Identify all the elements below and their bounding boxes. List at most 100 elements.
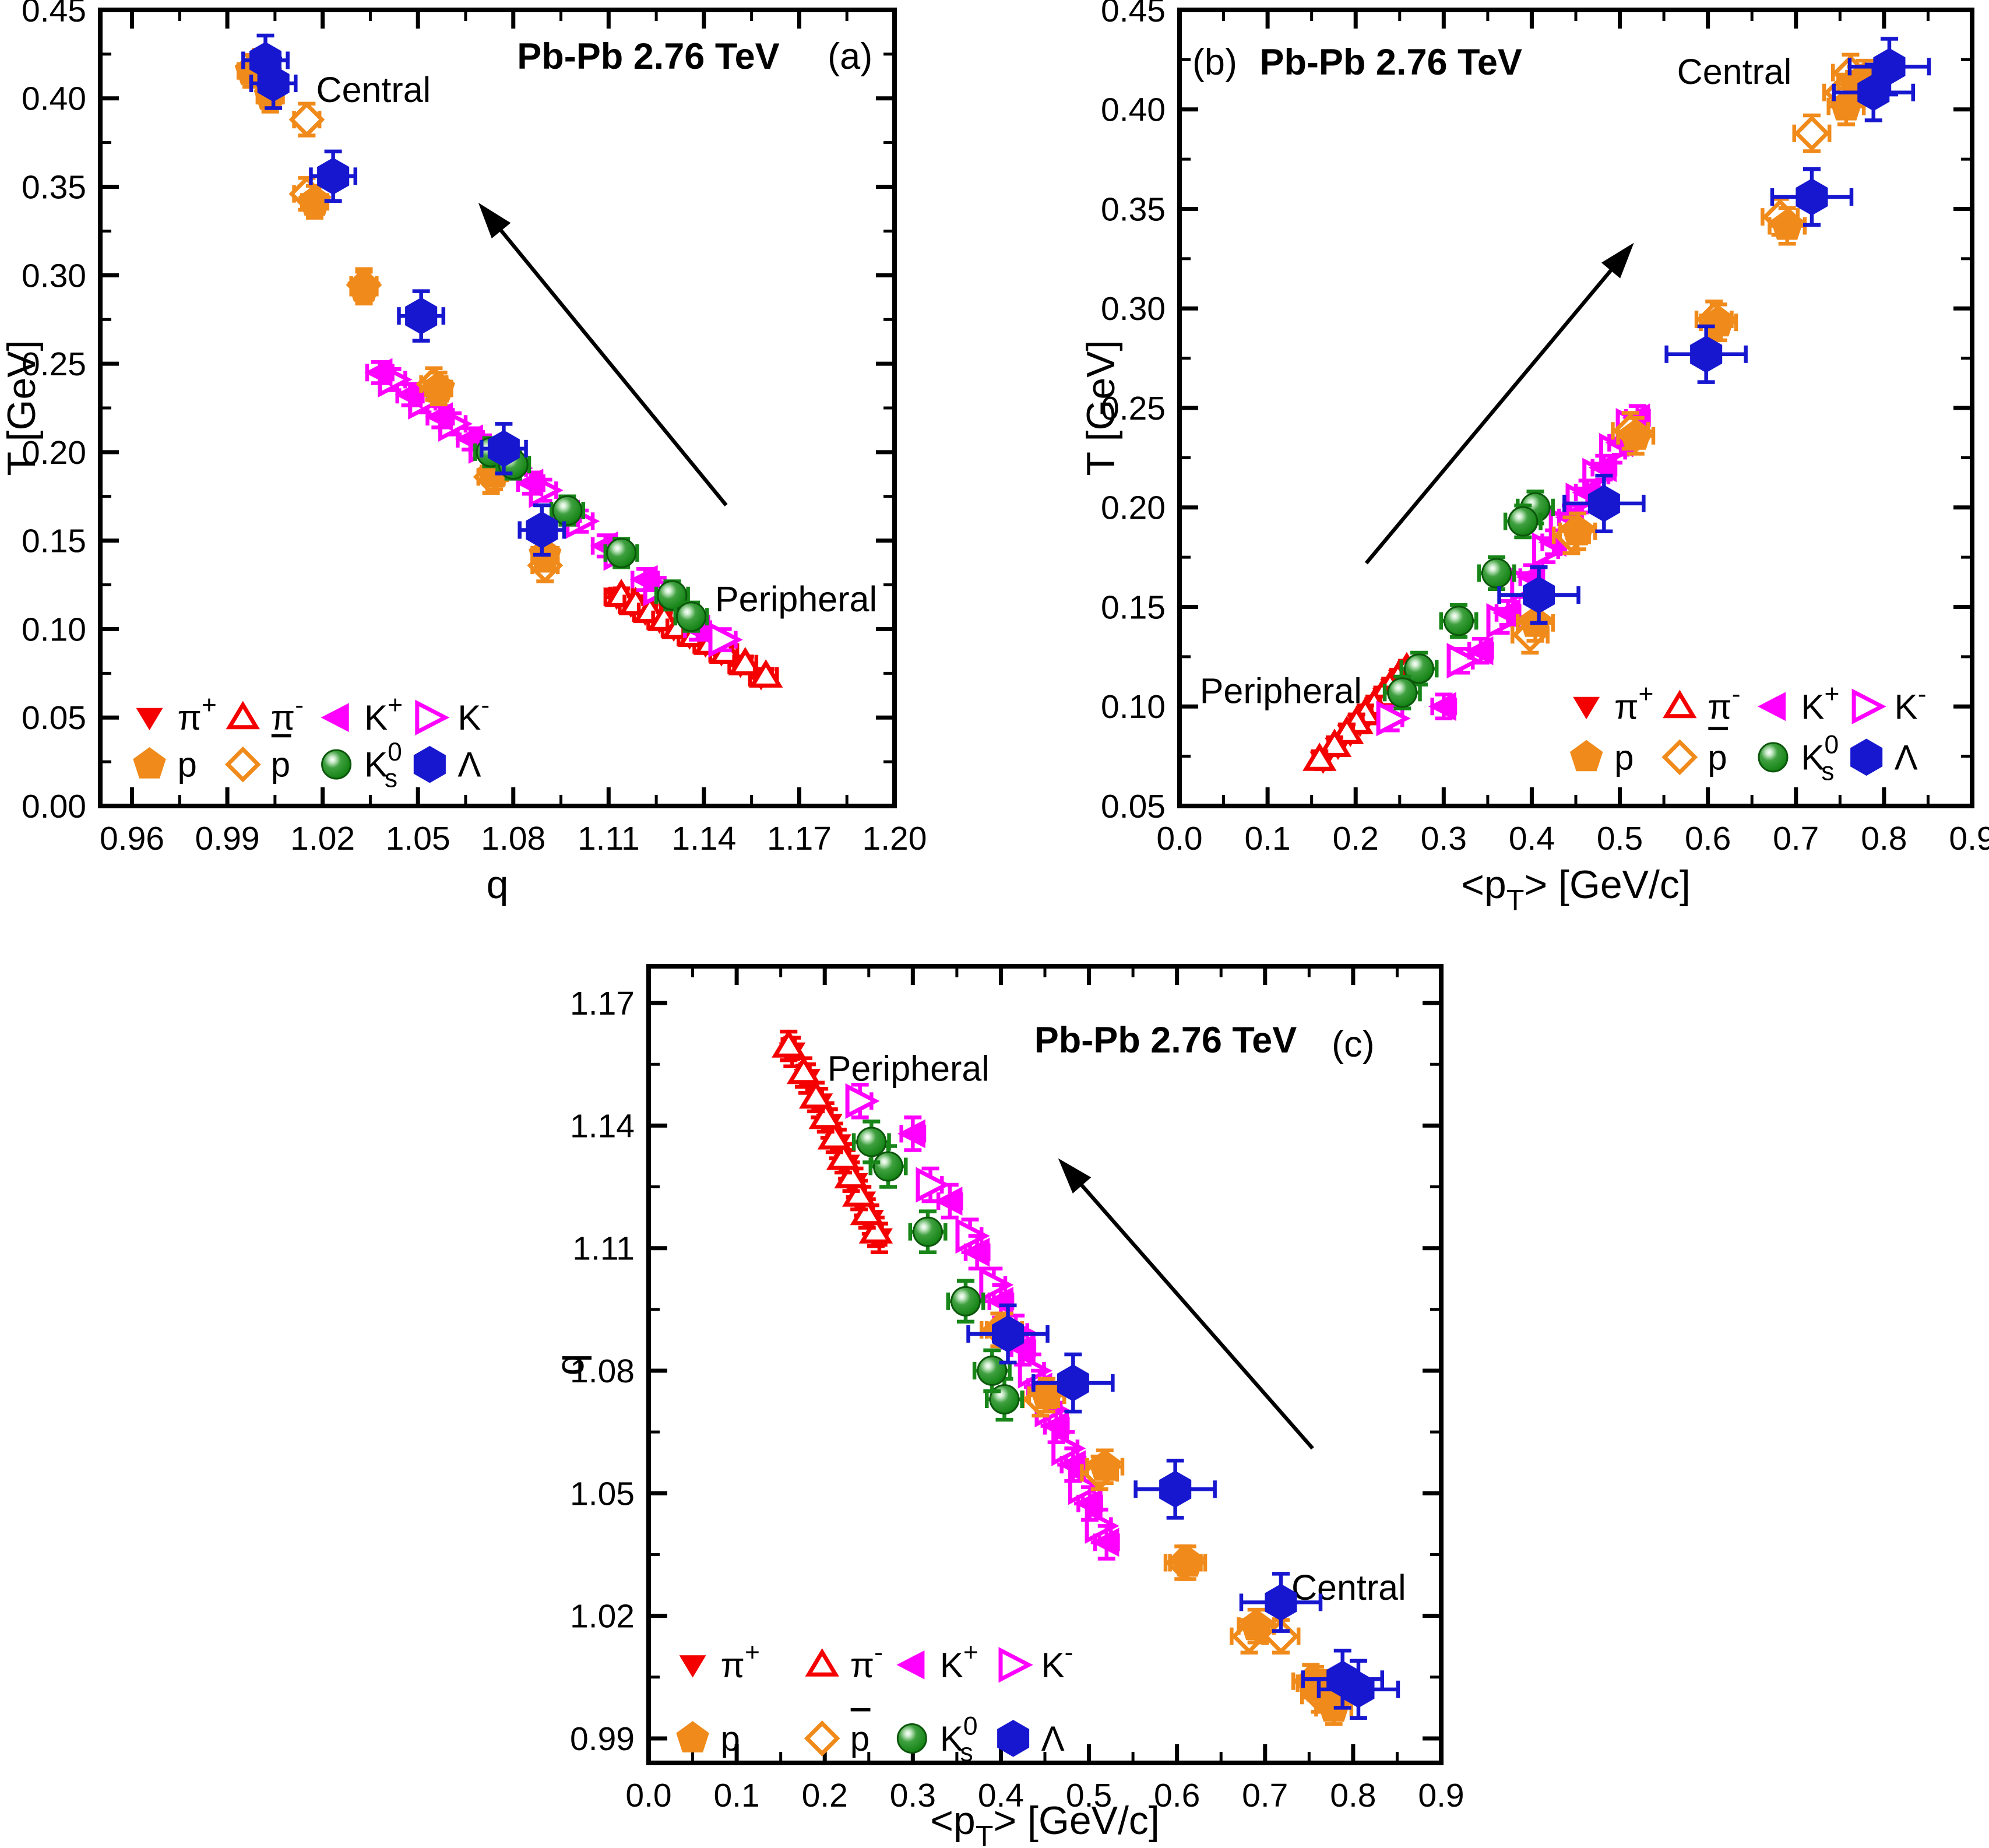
legend-label-pi-: π- [271,691,304,738]
data-point-pi- [1302,742,1337,771]
data-point-Lambda [317,157,350,195]
y-tick-label: 0.25 [22,346,86,383]
legend-symbol-p [133,747,166,779]
data-point-K+ [364,358,393,388]
y-tick-label: 0.30 [1101,290,1166,328]
y-tick-label: 0.35 [1101,191,1166,228]
data-point-p [347,270,381,302]
x-tick-label: 0.7 [1242,1777,1288,1814]
y-tick-label: 1.17 [570,985,635,1022]
data-point-K+ [934,1187,963,1216]
data-point-K- [708,622,743,658]
legend-symbol-pbar [804,1720,840,1757]
y-tick-label: 0.15 [1101,589,1166,626]
data-point-p [1829,89,1863,121]
y-axis-title: T [GeV] [0,340,44,476]
data-point-Lambda [405,297,438,335]
x-tick-label: 0.4 [978,1777,1024,1814]
panel-title: Pb-Pb 2.76 TeV [1034,1020,1297,1061]
y-axis-title: q [548,1354,592,1376]
x-axis-title: q [487,863,509,907]
data-point-Lambda [1159,1470,1192,1508]
data-point-pi- [1317,728,1352,757]
legend-label-pi+: π+ [178,691,217,738]
legend-label-K-: K- [1041,1638,1073,1685]
x-tick-label: 0.9 [1949,820,1989,857]
y-tick-label: 1.02 [570,1598,635,1635]
y-tick-label: 1.11 [572,1230,635,1268]
data-point-Lambda [1523,576,1555,614]
legend-symbol-pi+ [136,707,163,731]
legend-symbol-Lambda [997,1720,1030,1757]
legend-label-pbar: p [271,745,290,784]
legend-label-Lambda: Λ [457,745,481,784]
y-tick-label: 0.15 [22,523,86,560]
x-tick-label: 1.11 [578,820,640,857]
data-point-K0s [1404,653,1435,684]
data-point-p [1171,1545,1204,1577]
y-tick-label: 0.05 [22,699,86,737]
data-point-pi- [808,1100,843,1129]
series-K0s [473,436,709,633]
legend-symbol-Lambda [413,745,446,783]
data-point-K0s [1387,677,1418,708]
data-point-K+ [1041,1411,1069,1441]
x-tick-label: 0.96 [100,820,164,857]
y-tick-label: 0.45 [22,0,86,29]
data-point-K- [1376,701,1411,737]
data-point-pi- [834,1160,868,1189]
series-Lambda [241,33,566,557]
y-tick-label: 0.45 [1101,0,1166,29]
y-tick-label: 0.40 [1101,91,1166,129]
x-tick-label: 0.3 [1421,820,1467,857]
data-point-K0s [1508,506,1539,537]
series-Lambda [1497,37,1931,625]
legend-symbol-K- [1851,688,1886,724]
data-point-pbar [1794,115,1830,152]
x-tick-label: 0.7 [1773,820,1819,857]
series-Lambda [966,1303,1400,1720]
data-point-K0s [606,537,637,568]
data-point-p [422,371,455,403]
annotation-peripheral: Peripheral [715,579,877,619]
data-point-Lambda [1057,1364,1089,1402]
legend-label-Lambda: Λ [1041,1719,1065,1758]
data-point-Lambda [1587,485,1620,522]
legend-symbol-pbar [224,746,261,783]
y-tick-label: 0.10 [22,611,86,648]
legend-label-K-: K- [1895,680,1927,727]
series-pi- [604,579,783,688]
data-point-p [1088,1449,1121,1481]
data-point-K- [845,1083,880,1119]
legend-label-pbar: p [850,1719,869,1758]
data-point-K+ [395,380,423,410]
data-point-Lambda [1265,1583,1297,1621]
legend-symbol-K- [415,699,450,735]
data-point-Lambda [487,430,520,467]
data-point-pi- [728,646,762,675]
legend-symbol-pbar [1661,739,1698,776]
data-point-Lambda [992,1315,1025,1353]
legend-label-p: p [721,1719,740,1758]
legend-label-K+: K+ [1801,680,1839,727]
data-point-K0s [552,495,583,526]
data-point-p [1561,514,1594,545]
y-tick-label: 0.20 [1101,490,1166,527]
legend-label-pi+: π+ [721,1638,760,1685]
data-point-Lambda [1857,73,1890,111]
legend-symbol-K+ [1758,692,1786,721]
data-point-K0s [873,1151,904,1182]
data-point-K+ [1007,1333,1036,1363]
x-tick-label: 1.08 [481,820,545,857]
legend-label-pi-: π- [1708,680,1740,727]
legend-label-K-: K- [457,691,490,738]
legend-label-Lambda: Λ [1895,738,1918,777]
series-K0s [851,1120,1024,1422]
data-point-pi- [850,1196,884,1226]
legend-label-K0s: K0 s [940,1712,978,1767]
legend-symbol-pi- [805,1648,839,1677]
legend-symbol-pi+ [679,1655,706,1678]
x-tick-label: 0.0 [1156,820,1202,857]
legend-label-K0s: K0 s [1801,731,1839,786]
